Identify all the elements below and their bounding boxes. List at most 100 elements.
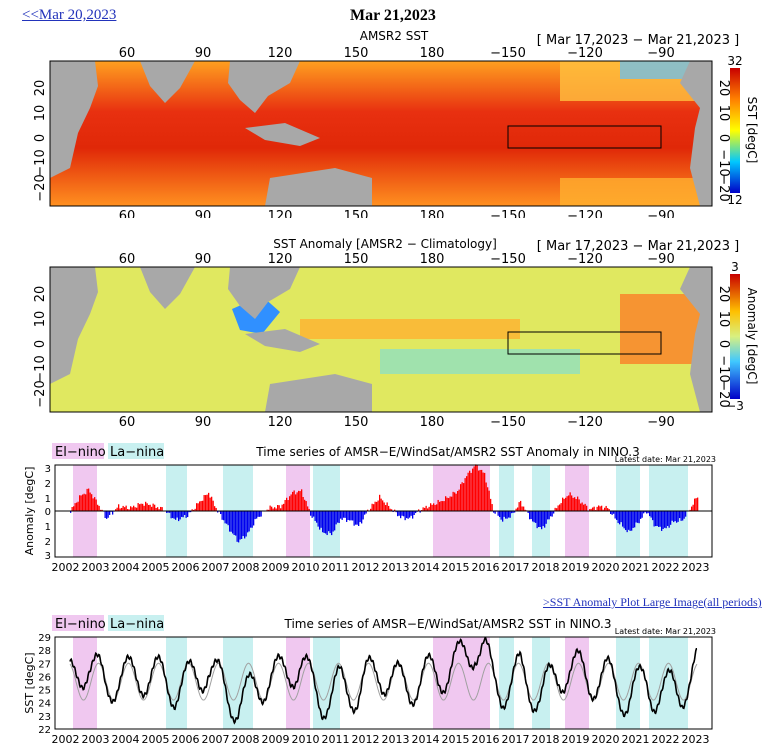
anomaly-bar <box>254 511 256 520</box>
anomaly-bar <box>482 472 484 511</box>
lon-tick: 90 <box>195 415 212 430</box>
lon-tick: −120 <box>567 46 603 61</box>
anomaly-bar <box>544 511 546 528</box>
anomaly-bar <box>176 511 178 518</box>
anomaly-bar <box>677 511 679 522</box>
anomaly-bar <box>524 509 526 511</box>
anomaly-bar <box>404 511 406 521</box>
lon-tick: 150 <box>344 252 369 267</box>
anomaly-bar <box>191 509 193 511</box>
anomaly-cool-patch <box>380 349 580 374</box>
lon-tick: 60 <box>119 252 136 267</box>
prev-day-link[interactable]: <<Mar 20,2023 <box>22 7 117 23</box>
anomaly-bar <box>98 505 100 511</box>
anomaly-bar <box>146 503 148 511</box>
anomaly-bar <box>665 511 667 529</box>
anomaly-bar <box>295 494 297 511</box>
year-label: 2010 <box>292 733 320 746</box>
anomaly-bar <box>190 511 192 513</box>
lon-tick: −120 <box>567 415 603 430</box>
anomaly-bar <box>464 478 466 511</box>
year-label: 2016 <box>472 733 500 746</box>
page-title: Mar 21,2023 <box>350 7 436 24</box>
anomaly-bar <box>619 511 621 525</box>
anomaly-bar <box>80 495 82 511</box>
year-label: 2007 <box>202 733 230 746</box>
anomaly-bar <box>683 511 685 519</box>
anomaly-bar <box>310 511 312 516</box>
year-label: 2005 <box>142 561 170 574</box>
year-label: 2023 <box>682 561 710 574</box>
year-label: 2014 <box>412 733 440 746</box>
anomaly-bar <box>523 506 525 511</box>
anomaly-bar <box>115 509 117 511</box>
anomaly-bar <box>575 499 577 511</box>
anomaly-bar <box>667 511 669 526</box>
large-image-link[interactable]: >SST Anomaly Plot Large Image(all period… <box>543 595 762 609</box>
la-nina-period <box>616 637 640 729</box>
anomaly-bar <box>625 511 627 531</box>
year-label: 2015 <box>442 733 470 746</box>
anomaly-bar <box>167 511 169 513</box>
y-tick: 27 <box>38 659 51 670</box>
anomaly-bar <box>494 511 496 514</box>
y-tick: 3 <box>45 464 51 475</box>
lon-tick: 90 <box>195 252 212 267</box>
legend-el-nino-swatch <box>52 615 104 631</box>
anomaly-bar <box>128 509 130 511</box>
y-tick: 22 <box>38 725 51 736</box>
anomaly-bar <box>311 511 313 518</box>
year-label: 2020 <box>592 561 620 574</box>
anomaly-lat-ticks-left: 20 10 0 −10 −20 <box>33 286 48 408</box>
year-label: 2009 <box>262 561 290 574</box>
lat-tick: −20 <box>33 174 48 201</box>
y-tick: 24 <box>38 699 51 710</box>
anomaly-bar <box>304 499 306 511</box>
lat-tick: 0 <box>33 340 48 348</box>
anomaly-bar <box>383 502 385 511</box>
anomaly-bar <box>655 511 657 527</box>
anomaly-bar <box>134 507 136 511</box>
sst-timeseries: El−nino La−nina Time series of AMSR−E/Wi… <box>23 615 716 746</box>
lon-tick: 150 <box>344 46 369 61</box>
anomaly-bar <box>581 502 583 511</box>
anomaly-bar <box>661 511 663 531</box>
anomaly-bar <box>442 501 444 511</box>
anomaly-bar <box>542 511 544 527</box>
anomaly-bar <box>509 511 511 518</box>
anomaly-bar <box>232 511 234 534</box>
anomaly-bar <box>250 511 252 528</box>
anomaly-bar <box>119 508 121 511</box>
anomaly-bar <box>301 489 303 511</box>
anomaly-bar <box>553 511 555 514</box>
anomaly-bar <box>586 505 588 511</box>
anomaly-bar <box>680 511 682 521</box>
land-asia <box>228 267 300 319</box>
anomaly-bar <box>583 504 585 511</box>
anomaly-bar <box>431 504 433 511</box>
anomaly-timeseries: El−nino La−nina Time series of AMSR−E/Wi… <box>23 443 716 574</box>
anomaly-bar <box>271 506 273 511</box>
anomaly-bar <box>470 472 472 511</box>
anomaly-bar <box>517 507 519 511</box>
anomaly-bar <box>116 507 118 511</box>
anomaly-bar <box>614 511 616 519</box>
anomaly-bar <box>137 503 139 511</box>
anomaly-bar <box>622 511 624 527</box>
lat-tick: 0 <box>33 134 48 142</box>
anomaly-bar <box>307 506 309 511</box>
year-label: 2016 <box>472 561 500 574</box>
anomaly-bar <box>77 501 79 511</box>
lat-tick: 10 <box>716 105 731 122</box>
anomaly-bar <box>617 511 619 524</box>
anomaly-bar <box>527 511 529 514</box>
anomaly-bar <box>158 509 160 511</box>
anomaly-bar <box>574 497 576 511</box>
anomaly-bar <box>73 506 75 511</box>
anomaly-bar <box>242 511 244 537</box>
lon-tick: 90 <box>195 46 212 61</box>
anomaly-bar <box>161 507 163 511</box>
anomaly-bar <box>233 511 235 536</box>
anomaly-bar <box>107 511 109 518</box>
year-label: 2004 <box>112 561 140 574</box>
